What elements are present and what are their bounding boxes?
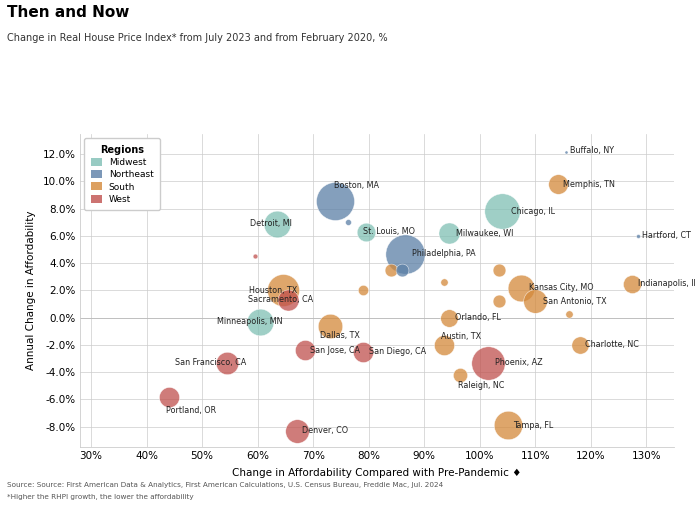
Point: [358, 347, 369, 356]
Point: [632, 232, 644, 240]
Text: Hartford, CT: Hartford, CT: [642, 231, 692, 240]
Text: Source: Source: First American Data & Analytics, First American Calculations, U.: Source: Source: First American Data & An…: [7, 482, 443, 488]
Text: Tampa, FL: Tampa, FL: [513, 421, 553, 430]
Point: [530, 297, 541, 306]
Point: [627, 280, 638, 288]
Text: Charlotte, NC: Charlotte, NC: [585, 340, 639, 349]
Point: [361, 228, 372, 236]
Point: [455, 371, 466, 379]
Point: [552, 180, 563, 188]
Text: Then and Now: Then and Now: [7, 5, 129, 20]
Point: [496, 208, 507, 216]
Legend: Midwest, Northeast, South, West: Midwest, Northeast, South, West: [84, 138, 160, 210]
Y-axis label: Annual Change in Affordability: Annual Change in Affordability: [26, 211, 36, 370]
Text: Memphis, TN: Memphis, TN: [563, 180, 615, 189]
Text: Change in Real House Price Index* from July 2023 and from February 2020, %: Change in Real House Price Index* from J…: [7, 33, 388, 43]
Text: Sacramento, CA: Sacramento, CA: [247, 295, 313, 305]
Text: San Diego, CA: San Diego, CA: [369, 347, 426, 356]
Text: Kansas City, MO: Kansas City, MO: [529, 283, 594, 292]
Point: [560, 147, 571, 156]
Text: Denver, CO: Denver, CO: [302, 426, 348, 435]
Text: Raleigh, NC: Raleigh, NC: [457, 381, 504, 390]
Point: [516, 284, 527, 292]
Text: Minneapolis, MN: Minneapolis, MN: [217, 317, 283, 326]
Text: Dallas, TX: Dallas, TX: [320, 331, 360, 340]
Point: [330, 196, 341, 205]
Text: Portland, OR: Portland, OR: [166, 406, 216, 415]
Point: [443, 314, 455, 322]
X-axis label: Change in Affordability Compared with Pre-Pandemic ♦: Change in Affordability Compared with Pr…: [232, 468, 522, 478]
Text: Detroit, MI: Detroit, MI: [250, 219, 293, 228]
Point: [396, 266, 407, 274]
Point: [277, 286, 288, 294]
Point: [250, 252, 261, 261]
Point: [272, 220, 283, 228]
Point: [443, 229, 455, 237]
Point: [300, 346, 311, 355]
Point: [255, 318, 266, 326]
Point: [222, 359, 233, 367]
Text: Philadelphia, PA: Philadelphia, PA: [412, 249, 475, 258]
Point: [385, 266, 396, 274]
Point: [563, 310, 574, 318]
Text: Houston, TX: Houston, TX: [250, 286, 297, 295]
Point: [482, 359, 493, 367]
Point: [342, 218, 353, 226]
Text: Boston, MA: Boston, MA: [334, 181, 379, 190]
Point: [163, 392, 174, 400]
Point: [438, 341, 449, 349]
Text: Milwaukee, WI: Milwaukee, WI: [456, 229, 514, 238]
Text: Chicago, IL: Chicago, IL: [511, 207, 555, 216]
Point: [502, 421, 513, 429]
Point: [291, 427, 302, 435]
Text: San Francisco, CA: San Francisco, CA: [175, 358, 247, 367]
Text: St. Louis, MO: St. Louis, MO: [363, 227, 415, 236]
Point: [493, 266, 505, 274]
Point: [325, 322, 336, 330]
Text: *Higher the RHPI growth, the lower the affordability: *Higher the RHPI growth, the lower the a…: [7, 494, 194, 500]
Text: Indianapolis, IN: Indianapolis, IN: [638, 279, 695, 288]
Text: San Jose, CA: San Jose, CA: [311, 346, 361, 355]
Point: [574, 341, 585, 349]
Text: Phoenix, AZ: Phoenix, AZ: [496, 358, 543, 367]
Text: Buffalo, NY: Buffalo, NY: [571, 145, 614, 155]
Text: San Antonio, TX: San Antonio, TX: [543, 297, 606, 306]
Text: Orlando, FL: Orlando, FL: [455, 313, 500, 322]
Point: [438, 278, 449, 286]
Point: [283, 296, 294, 304]
Point: [399, 249, 410, 258]
Point: [358, 286, 369, 294]
Text: Austin, TX: Austin, TX: [441, 332, 481, 341]
Point: [493, 297, 505, 306]
